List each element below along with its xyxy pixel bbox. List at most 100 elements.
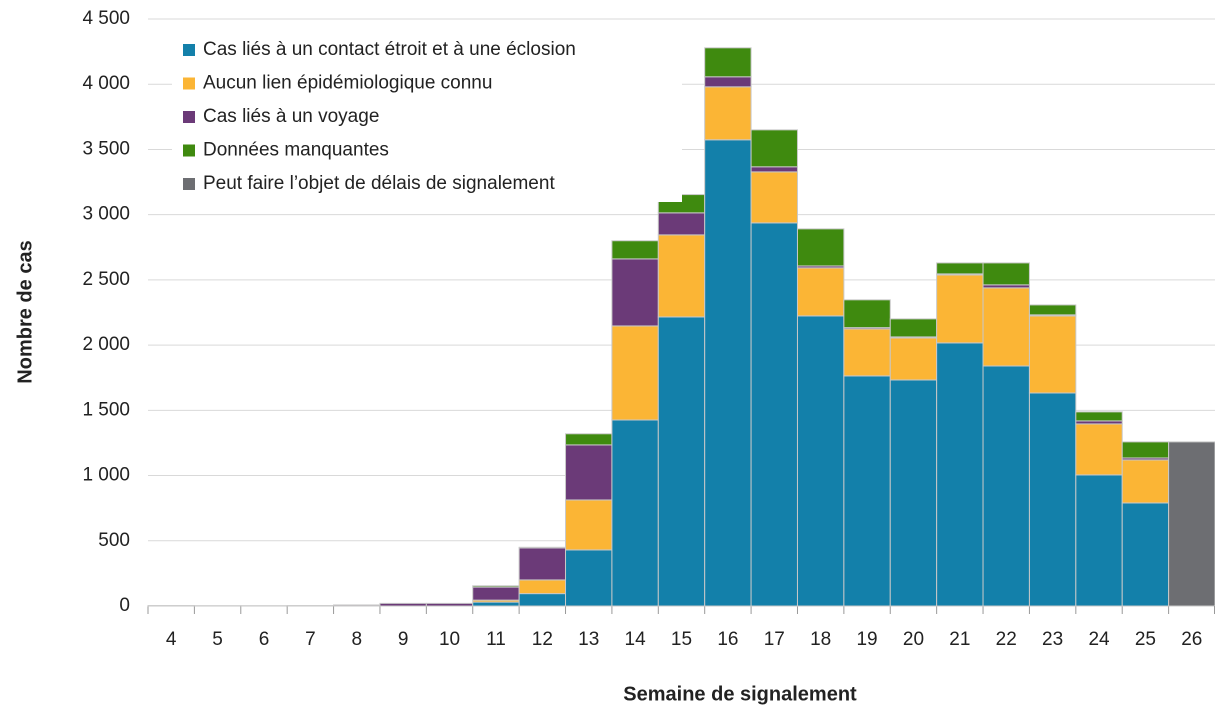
bar-segment [936, 262, 984, 275]
bar-segment [611, 240, 659, 260]
y-tick-label: 2 000 [82, 334, 130, 355]
bar-segment [565, 433, 613, 446]
bar-segment [472, 601, 520, 607]
bar-segment [982, 365, 1030, 607]
bar-segment [1168, 441, 1215, 607]
bar-segment [843, 375, 891, 607]
bar-segment [750, 166, 798, 173]
y-tick-label: 500 [98, 530, 130, 551]
bar-segment [796, 267, 845, 317]
legend: Cas liés à un contact étroit et à une éc… [172, 34, 682, 202]
bar-segment [518, 547, 567, 581]
x-tick-label: 13 [578, 629, 599, 650]
legend-swatch [183, 77, 195, 90]
bar-segment [1028, 315, 1077, 394]
legend-swatch [183, 111, 195, 123]
bar-segment [518, 579, 567, 595]
y-tick-label: 0 [119, 595, 130, 616]
bar-segment [1028, 304, 1077, 316]
legend-label: Aucun lien épidémiologique connu [203, 73, 492, 94]
x-tick-label: 19 [856, 629, 877, 650]
bar-segment [472, 586, 520, 601]
y-tick-label: 1 500 [82, 399, 130, 420]
x-tick-label: 8 [351, 629, 362, 650]
x-tick-label: 7 [305, 629, 316, 650]
bar-segment [889, 318, 938, 338]
bar-segment [1121, 459, 1170, 504]
bar-segment [1075, 423, 1123, 476]
bar-segment [657, 234, 706, 318]
bar-segment [843, 328, 891, 377]
bar-segment [982, 287, 1030, 367]
bar-segment [796, 228, 845, 267]
x-tick-label: 6 [259, 629, 270, 650]
bar-segment [889, 337, 938, 381]
x-tick-label: 23 [1042, 629, 1063, 650]
bar-segment [704, 86, 752, 141]
y-tick-label: 2 500 [82, 269, 130, 290]
bar-segment [657, 212, 706, 236]
bar-segment [750, 222, 798, 607]
bar-segment [796, 315, 845, 607]
x-tick-label: 24 [1088, 629, 1110, 650]
bar-segment [1121, 441, 1170, 459]
y-tick-label: 3 000 [82, 204, 130, 225]
x-tick-label: 16 [717, 629, 738, 650]
bar-segment [704, 139, 752, 607]
y-axis-title: Nombre de cas [14, 240, 36, 383]
x-tick-label: 5 [212, 629, 223, 650]
bar-segment [611, 419, 659, 607]
x-tick-label: 18 [810, 629, 831, 650]
x-tick-label: 15 [671, 629, 692, 650]
legend-label: Cas liés à un voyage [203, 106, 379, 127]
bar-segment [1075, 474, 1123, 607]
bar-segment [889, 379, 938, 607]
legend-swatch [183, 178, 195, 190]
bar-segment [518, 593, 567, 607]
bar-segment [1121, 502, 1170, 607]
x-tick-label: 21 [949, 629, 970, 650]
bar-segment [565, 499, 613, 551]
bar-segment [657, 316, 706, 607]
legend-swatch [183, 144, 195, 157]
bar-segment [936, 342, 984, 607]
x-tick-label: 14 [625, 629, 647, 650]
bar-segment [425, 602, 474, 607]
bar-segment [565, 549, 613, 607]
y-tick-label: 1 000 [82, 465, 130, 486]
x-axis-title: Semaine de signalement [623, 683, 857, 705]
bar-segment [611, 325, 659, 421]
bar-segment [1075, 411, 1123, 422]
bar-segment [518, 546, 567, 549]
legend-label: Données manquantes [203, 140, 389, 161]
x-tick-label: 12 [532, 629, 553, 650]
legend-background [172, 34, 682, 202]
bar-segment [1028, 392, 1077, 607]
x-tick-label: 26 [1181, 629, 1202, 650]
bar-segment [982, 262, 1030, 286]
x-tick-label: 25 [1135, 629, 1156, 650]
x-tick-label: 4 [166, 629, 177, 650]
legend-swatch [183, 44, 195, 56]
legend-label: Peut faire l’objet de délais de signalem… [203, 173, 555, 194]
bar-segment [379, 602, 427, 607]
bar-segment [704, 76, 752, 88]
bar-segment [472, 585, 520, 588]
bar-segment [704, 47, 752, 78]
x-tick-label: 20 [903, 629, 924, 650]
bar-segment [843, 299, 891, 329]
bar-segment [333, 604, 381, 607]
y-tick-label: 3 500 [82, 138, 130, 159]
bar-segment [750, 129, 798, 168]
x-tick-label: 22 [996, 629, 1017, 650]
x-tick-label: 17 [764, 629, 785, 650]
legend-label: Cas liés à un contact étroit et à une éc… [203, 39, 576, 60]
bar-segment [936, 274, 984, 344]
y-tick-label: 4 000 [82, 73, 130, 94]
x-tick-label: 9 [398, 629, 409, 650]
bar-segment [565, 444, 613, 501]
x-tick-label: 11 [486, 629, 506, 650]
bar-segment [611, 258, 659, 327]
x-tick-label: 10 [439, 629, 460, 650]
